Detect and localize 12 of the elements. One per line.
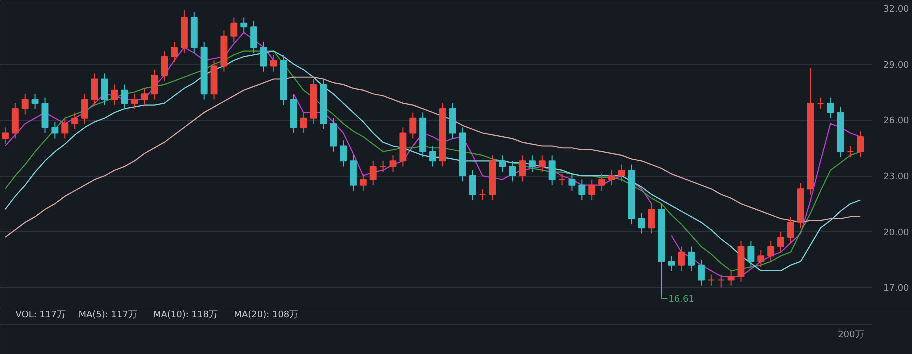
y-tick-label: 23.00 xyxy=(884,172,910,183)
y-tick-label: 20.00 xyxy=(884,228,910,238)
y-tick-label: 29.00 xyxy=(884,60,910,71)
text: VOL: 117万 xyxy=(16,310,66,320)
text: MA(10): 118万 xyxy=(153,310,218,320)
text: 200万 xyxy=(838,330,864,340)
y-tick-label: 32.00 xyxy=(884,5,910,15)
y-tick-label: 26.00 xyxy=(884,116,910,127)
annotation: 16.61 xyxy=(668,295,694,306)
text: MA(5): 117万 xyxy=(78,310,138,320)
text: MA(20): 108万 xyxy=(234,310,299,320)
y-tick-label: 17.00 xyxy=(884,284,910,294)
